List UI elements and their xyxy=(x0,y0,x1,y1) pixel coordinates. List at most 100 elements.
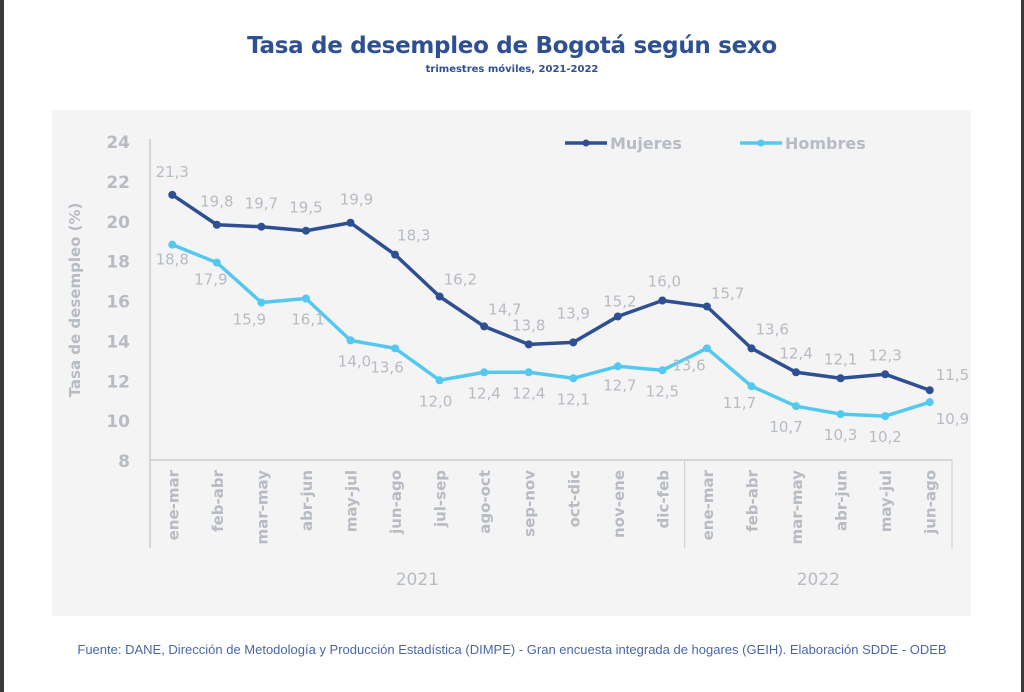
data-label-mujeres: 13,8 xyxy=(512,316,545,334)
data-point-mujeres xyxy=(792,368,801,377)
data-point-hombres xyxy=(301,294,310,303)
x-tick-label: mar-may xyxy=(788,470,806,545)
x-tick-label: jul-sep xyxy=(432,470,450,528)
data-point-mujeres xyxy=(257,222,266,231)
y-tick-label: 18 xyxy=(106,253,130,273)
data-label-mujeres: 13,9 xyxy=(557,304,590,322)
data-label-hombres: 13,6 xyxy=(370,358,403,376)
data-point-hombres xyxy=(702,344,711,353)
data-label-hombres: 12,0 xyxy=(419,392,452,410)
data-label-mujeres: 16,0 xyxy=(648,273,681,291)
data-point-mujeres xyxy=(435,292,444,301)
data-point-hombres xyxy=(836,410,845,419)
legend-label-hombres: Hombres xyxy=(785,134,866,153)
data-point-hombres xyxy=(881,412,890,421)
data-label-hombres: 15,9 xyxy=(233,310,266,328)
right-border xyxy=(1021,0,1024,692)
chart-title: Tasa de desempleo de Bogotá según sexo xyxy=(247,33,777,59)
x-tick-label: abr-jun xyxy=(298,470,316,531)
data-point-hombres xyxy=(480,368,489,377)
data-point-mujeres xyxy=(168,190,177,199)
data-label-mujeres: 15,7 xyxy=(711,284,744,302)
data-point-hombres xyxy=(212,258,221,267)
data-point-hombres xyxy=(391,344,400,353)
data-label-mujeres: 21,3 xyxy=(156,163,189,181)
y-tick-label: 24 xyxy=(106,133,130,153)
x-tick-label: mar-may xyxy=(253,470,271,545)
y-tick-label: 12 xyxy=(106,372,130,392)
data-point-hombres xyxy=(524,368,533,377)
x-tick-label: feb-abr xyxy=(744,469,762,532)
y-tick-label: 10 xyxy=(106,412,130,432)
data-label-mujeres: 12,1 xyxy=(824,350,857,368)
legend-label-mujeres: Mujeres xyxy=(610,134,682,153)
source-note: Fuente: DANE, Dirección de Metodología y… xyxy=(77,642,947,657)
data-label-mujeres: 16,2 xyxy=(444,271,477,289)
x-tick-label: jun-ago xyxy=(387,470,405,535)
data-label-hombres: 10,3 xyxy=(824,426,857,444)
y-tick-label: 8 xyxy=(118,452,130,472)
legend-marker-mujeres xyxy=(582,139,590,147)
data-point-mujeres xyxy=(836,374,845,383)
data-point-hombres xyxy=(569,374,578,383)
year-label: 2022 xyxy=(797,570,840,590)
chart-panel xyxy=(52,110,971,616)
data-point-hombres xyxy=(747,382,756,391)
data-point-hombres xyxy=(925,398,934,407)
series-line-mujeres xyxy=(171,193,931,392)
x-tick-label: jun-ago xyxy=(922,470,940,535)
chart-subtitle: trimestres móviles, 2021-2022 xyxy=(425,64,599,75)
data-label-hombres: 12,4 xyxy=(512,384,545,402)
x-tick-label: abr-jun xyxy=(833,470,851,531)
y-axis-title: Tasa de desempleo (%) xyxy=(66,203,84,398)
data-label-mujeres: 18,3 xyxy=(397,227,430,245)
data-point-hombres xyxy=(257,298,266,307)
data-point-mujeres xyxy=(524,340,533,349)
data-point-mujeres xyxy=(569,338,578,347)
data-label-hombres: 10,9 xyxy=(936,410,969,428)
data-point-hombres xyxy=(658,366,667,375)
data-point-mujeres xyxy=(346,218,355,227)
data-label-hombres: 16,1 xyxy=(291,311,324,329)
data-point-mujeres xyxy=(702,302,711,311)
data-label-hombres: 10,2 xyxy=(868,428,901,446)
x-tick-label: dic-feb xyxy=(654,470,672,529)
data-label-hombres: 17,9 xyxy=(194,271,227,289)
data-label-hombres: 12,1 xyxy=(557,390,590,408)
data-label-hombres: 13,6 xyxy=(672,356,705,374)
x-tick-label: ene-mar xyxy=(699,469,717,540)
data-label-mujeres: 12,4 xyxy=(779,344,812,362)
legend-marker-hombres xyxy=(757,139,765,147)
data-point-hombres xyxy=(435,376,444,385)
data-label-mujeres: 14,7 xyxy=(488,300,521,318)
data-point-mujeres xyxy=(925,386,934,395)
data-point-mujeres xyxy=(747,344,756,353)
left-border xyxy=(0,0,4,692)
x-tick-label: ago-oct xyxy=(476,470,494,534)
data-point-mujeres xyxy=(212,220,221,229)
y-tick-label: 20 xyxy=(106,213,130,233)
x-tick-label: may-jul xyxy=(343,470,361,532)
y-tick-label: 14 xyxy=(106,332,130,352)
data-label-hombres: 14,0 xyxy=(338,352,371,370)
year-label: 2021 xyxy=(396,570,439,590)
data-label-mujeres: 12,3 xyxy=(868,346,901,364)
data-label-mujeres: 15,2 xyxy=(603,292,636,310)
data-point-mujeres xyxy=(658,296,667,305)
data-point-mujeres xyxy=(881,370,890,379)
x-tick-label: sep-nov xyxy=(521,470,539,537)
data-point-hombres xyxy=(792,402,801,411)
data-label-mujeres: 11,5 xyxy=(936,366,969,384)
data-label-mujeres: 13,6 xyxy=(756,320,789,338)
data-label-hombres: 12,4 xyxy=(467,384,500,402)
data-label-hombres: 18,8 xyxy=(156,251,189,269)
data-point-hombres xyxy=(346,336,355,345)
data-label-mujeres: 19,8 xyxy=(200,193,233,211)
data-point-mujeres xyxy=(480,322,489,331)
data-label-hombres: 12,5 xyxy=(646,382,679,400)
data-point-mujeres xyxy=(301,226,310,235)
y-tick-label: 16 xyxy=(106,293,130,313)
data-point-mujeres xyxy=(613,312,622,321)
x-tick-label: feb-abr xyxy=(209,469,227,532)
